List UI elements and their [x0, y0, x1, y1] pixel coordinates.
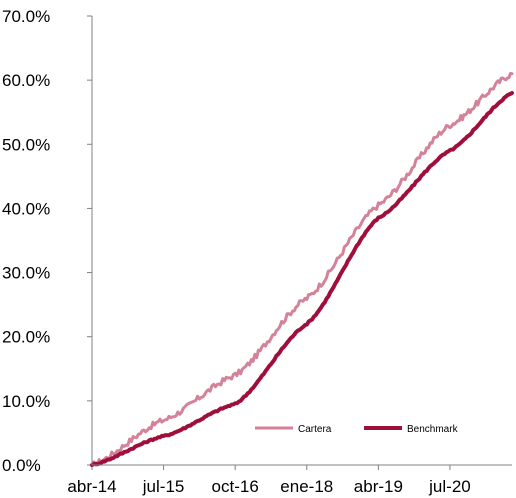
- y-tick-label: 20.0%: [2, 328, 50, 347]
- x-tick-label: jul-15: [142, 477, 185, 496]
- y-tick-label: 0.0%: [2, 456, 41, 475]
- axes: [91, 16, 512, 466]
- y-tick-label: 70.0%: [2, 7, 50, 26]
- x-tick-label: jul-20: [428, 477, 471, 496]
- y-tick-label: 10.0%: [2, 392, 50, 411]
- y-axis-ticks: 0.0% 10.0% 20.0% 30.0% 40.0% 50.0% 60.0% 70.0%: [2, 7, 92, 475]
- series-line-benchmark: [90, 91, 514, 467]
- series-layer: [90, 72, 514, 467]
- y-tick-label: 60.0%: [2, 71, 50, 90]
- y-tick-label: 50.0%: [2, 135, 50, 154]
- y-tick-label: 30.0%: [2, 264, 50, 283]
- x-tick-label: oct-16: [212, 477, 259, 496]
- series-line-cartera: [90, 72, 514, 467]
- legend-label-benchmark: Benchmark: [407, 424, 459, 435]
- x-tick-label: abr-14: [67, 477, 116, 496]
- x-axis-ticks: abr-14 jul-15 oct-16 ene-18 abr-19 jul-20: [67, 465, 471, 496]
- x-tick-label: abr-19: [354, 477, 403, 496]
- legend-label-cartera: Cartera: [298, 424, 332, 435]
- y-tick-label: 40.0%: [2, 199, 50, 218]
- legend: Cartera Benchmark: [255, 424, 459, 435]
- x-tick-label: ene-18: [280, 477, 333, 496]
